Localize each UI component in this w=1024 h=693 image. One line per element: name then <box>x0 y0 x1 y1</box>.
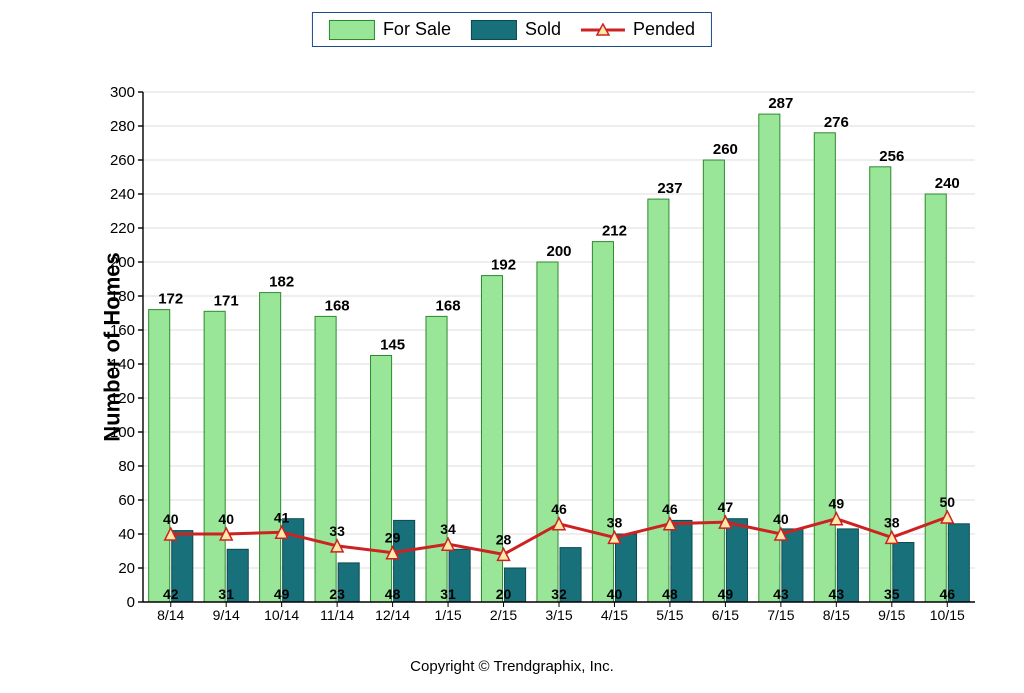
svg-text:20: 20 <box>496 586 512 602</box>
svg-text:168: 168 <box>436 297 461 314</box>
svg-text:40: 40 <box>118 526 135 543</box>
svg-text:200: 200 <box>110 254 135 271</box>
svg-text:38: 38 <box>607 514 623 530</box>
legend-swatch-sold <box>471 20 517 40</box>
svg-text:40: 40 <box>773 511 789 527</box>
svg-text:3/15: 3/15 <box>545 607 572 623</box>
svg-text:12/14: 12/14 <box>375 607 410 623</box>
svg-text:260: 260 <box>110 152 135 169</box>
legend-item-pended: Pended <box>581 19 695 40</box>
svg-text:11/14: 11/14 <box>320 607 354 623</box>
svg-text:160: 160 <box>110 322 135 339</box>
svg-text:1/15: 1/15 <box>434 607 461 623</box>
svg-text:10/15: 10/15 <box>930 607 965 623</box>
svg-text:40: 40 <box>163 511 179 527</box>
svg-text:256: 256 <box>879 148 904 165</box>
svg-text:31: 31 <box>218 586 234 602</box>
legend-swatch-for-sale <box>329 20 375 40</box>
svg-text:2/15: 2/15 <box>490 607 517 623</box>
svg-text:0: 0 <box>127 594 135 611</box>
copyright-text: Copyright © Trendgraphix, Inc. <box>0 658 1024 675</box>
svg-text:47: 47 <box>718 499 734 515</box>
svg-text:31: 31 <box>440 586 456 602</box>
svg-text:40: 40 <box>218 511 234 527</box>
svg-text:5/15: 5/15 <box>656 607 683 623</box>
svg-text:240: 240 <box>110 186 135 203</box>
chart-legend: For Sale Sold Pended <box>312 12 712 47</box>
svg-text:10/14: 10/14 <box>264 607 299 623</box>
chart-container: For Sale Sold Pended Number of Homes 020… <box>0 0 1024 693</box>
svg-text:168: 168 <box>325 297 350 314</box>
svg-text:182: 182 <box>269 274 294 291</box>
svg-text:9/15: 9/15 <box>878 607 905 623</box>
svg-text:8/15: 8/15 <box>823 607 850 623</box>
svg-text:46: 46 <box>939 586 955 602</box>
svg-text:120: 120 <box>110 390 135 407</box>
svg-text:49: 49 <box>274 586 290 602</box>
svg-text:287: 287 <box>768 95 793 112</box>
svg-text:28: 28 <box>496 531 512 547</box>
svg-text:43: 43 <box>829 586 845 602</box>
svg-text:200: 200 <box>546 243 571 260</box>
svg-text:140: 140 <box>110 356 135 373</box>
svg-text:34: 34 <box>440 521 456 537</box>
svg-text:192: 192 <box>491 257 516 274</box>
svg-text:4/15: 4/15 <box>601 607 628 623</box>
svg-text:237: 237 <box>657 180 682 197</box>
svg-text:6/15: 6/15 <box>712 607 739 623</box>
svg-text:48: 48 <box>662 586 678 602</box>
legend-label-pended: Pended <box>633 19 695 40</box>
svg-text:172: 172 <box>158 291 183 308</box>
legend-label-for-sale: For Sale <box>383 19 451 40</box>
svg-text:35: 35 <box>884 586 900 602</box>
svg-text:171: 171 <box>214 292 239 309</box>
svg-text:260: 260 <box>713 141 738 158</box>
svg-text:276: 276 <box>824 114 849 131</box>
legend-swatch-pended <box>581 21 625 39</box>
svg-text:60: 60 <box>118 492 135 509</box>
svg-text:9/14: 9/14 <box>213 607 240 623</box>
legend-item-sold: Sold <box>471 19 561 40</box>
svg-text:8/14: 8/14 <box>157 607 184 623</box>
svg-text:240: 240 <box>935 175 960 192</box>
svg-text:80: 80 <box>118 458 135 475</box>
svg-text:145: 145 <box>380 337 405 354</box>
svg-text:20: 20 <box>118 560 135 577</box>
svg-text:23: 23 <box>329 586 345 602</box>
svg-text:29: 29 <box>385 530 401 546</box>
svg-text:48: 48 <box>385 586 401 602</box>
svg-text:41: 41 <box>274 509 290 525</box>
svg-text:212: 212 <box>602 223 627 240</box>
svg-text:300: 300 <box>110 84 135 101</box>
svg-text:100: 100 <box>110 424 135 441</box>
chart-svg: 0 20 40 60 80 100 120 140 160 180 200 220 240 260 280 3… <box>105 82 985 642</box>
svg-text:43: 43 <box>773 586 789 602</box>
svg-text:46: 46 <box>662 501 678 517</box>
svg-text:220: 220 <box>110 220 135 237</box>
svg-text:46: 46 <box>551 501 567 517</box>
chart-plot-area: 0204060801001201401601802002202402602803… <box>105 82 985 602</box>
svg-text:33: 33 <box>329 523 345 539</box>
svg-text:280: 280 <box>110 118 135 135</box>
legend-item-for-sale: For Sale <box>329 19 451 40</box>
svg-text:42: 42 <box>163 586 179 602</box>
svg-text:38: 38 <box>884 514 900 530</box>
svg-text:180: 180 <box>110 288 135 305</box>
legend-label-sold: Sold <box>525 19 561 40</box>
svg-text:7/15: 7/15 <box>767 607 794 623</box>
svg-text:49: 49 <box>718 586 734 602</box>
svg-text:32: 32 <box>551 586 567 602</box>
svg-text:49: 49 <box>829 496 845 512</box>
svg-text:50: 50 <box>939 494 955 510</box>
svg-text:40: 40 <box>607 586 623 602</box>
